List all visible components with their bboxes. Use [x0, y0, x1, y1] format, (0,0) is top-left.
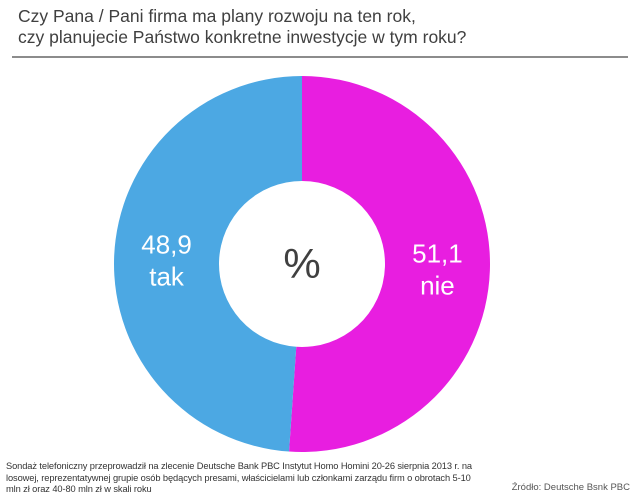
title-divider [12, 56, 628, 58]
chart-title-line-1: Czy Pana / Pani firma ma plany rozwoju n… [18, 6, 416, 26]
survey-footnote: Sondaż telefoniczny przeprowadził na zle… [6, 461, 472, 494]
slice-category-label-tak: tak [149, 261, 185, 291]
donut-slices [114, 76, 491, 452]
slice-value-label-nie: 51,1 [412, 239, 463, 269]
slice-nie [289, 76, 491, 452]
chart-title-line-2: czy planujecie Państwo konkretne inwesty… [18, 27, 467, 47]
center-label: % [283, 240, 320, 287]
chart-title: Czy Pana / Pani firma ma plany rozwoju n… [18, 6, 618, 48]
source-note: Źródło: Deutsche Bsnk PBC [511, 482, 630, 493]
slice-category-label-nie: nie [420, 271, 455, 301]
slice-value-label-tak: 48,9 [141, 229, 192, 259]
slice-tak [114, 76, 302, 452]
